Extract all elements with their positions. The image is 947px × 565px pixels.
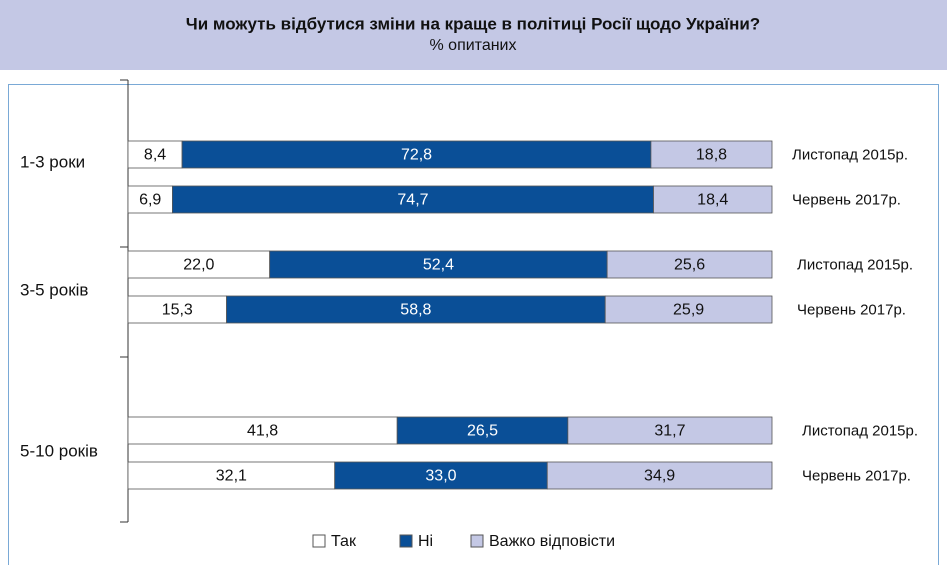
legend-swatch — [312, 534, 326, 548]
group-label: 5-10 років — [20, 441, 98, 460]
bar-segment — [606, 250, 773, 279]
value-label: 8,4 — [144, 147, 166, 164]
value-label: 58,8 — [400, 302, 431, 319]
chart-subtitle: % опитаних — [430, 37, 517, 54]
bar-segment — [172, 185, 654, 214]
frame — [8, 84, 939, 565]
legend-label: Важко відповісти — [489, 533, 615, 550]
bar-segment — [127, 250, 271, 279]
value-label: 15,3 — [162, 302, 193, 319]
legend-swatch — [470, 534, 484, 548]
bar-segment — [226, 295, 606, 324]
bar-segment — [653, 185, 773, 214]
legend-label: Так — [331, 533, 357, 550]
bar-segment — [127, 140, 183, 169]
value-label: 31,7 — [654, 423, 685, 440]
value-label: 33,0 — [425, 468, 456, 485]
value-label: 74,7 — [397, 192, 428, 209]
bar-label: Листопад 2015р. — [792, 146, 908, 163]
value-label: 18,8 — [696, 147, 727, 164]
value-label: 34,9 — [644, 468, 675, 485]
bar-label: Червень 2017р. — [797, 301, 906, 318]
bar-segment — [269, 250, 608, 279]
chart-title: Чи можуть відбутися зміни на краще в пол… — [186, 14, 760, 33]
bar-label: Червень 2017р. — [802, 467, 911, 484]
value-label: 32,1 — [216, 468, 247, 485]
legend-label: Ні — [418, 533, 433, 550]
bar-segment — [334, 461, 548, 490]
bar-segment — [650, 140, 773, 169]
bar-segment — [127, 295, 227, 324]
legend-swatch — [399, 534, 413, 548]
bar-segment — [127, 416, 398, 445]
bar-label: Листопад 2015р. — [802, 422, 918, 439]
bar-label: Листопад 2015р. — [797, 256, 913, 273]
bar-segment — [127, 185, 173, 214]
group-label: 1-3 роки — [20, 152, 85, 171]
value-label: 18,4 — [697, 192, 728, 209]
group-label: 3-5 років — [20, 280, 88, 299]
bar-segment — [396, 416, 569, 445]
value-label: 41,8 — [247, 423, 278, 440]
value-label: 25,9 — [673, 302, 704, 319]
bar-label: Червень 2017р. — [792, 191, 901, 208]
value-label: 26,5 — [467, 423, 498, 440]
value-label: 25,6 — [674, 257, 705, 274]
bar-segment — [546, 461, 773, 490]
title-band — [0, 0, 947, 70]
value-label: 6,9 — [139, 192, 161, 209]
bar-segment — [604, 295, 773, 324]
bar-segment — [567, 416, 773, 445]
value-label: 22,0 — [183, 257, 214, 274]
value-label: 72,8 — [401, 147, 432, 164]
value-label: 52,4 — [423, 257, 454, 274]
